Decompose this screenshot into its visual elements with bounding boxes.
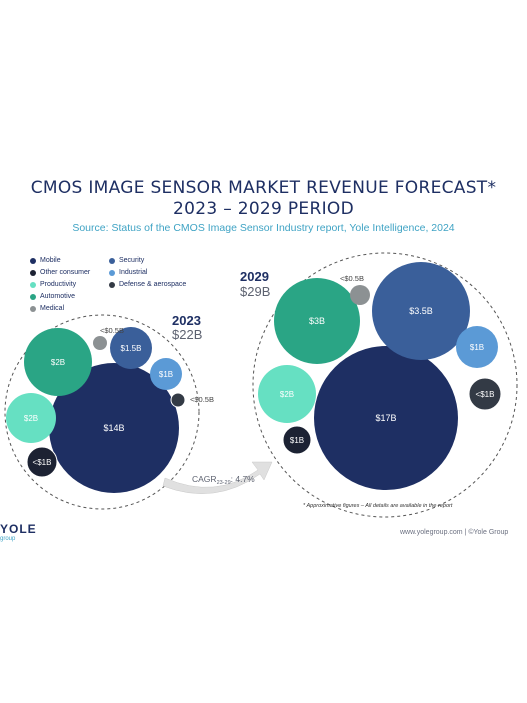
year-label-2023: 2023	[172, 313, 201, 328]
yole-logo-subtitle: group	[0, 536, 16, 542]
bubble-label: $2B	[280, 390, 294, 399]
legend-label: Other consumer	[40, 269, 91, 276]
bubble-label: <$0.5B	[190, 395, 214, 404]
bubble-label: <$0.5B	[340, 274, 364, 283]
legend-item-medical: Medical	[30, 305, 64, 312]
group-boundary-2029	[252, 252, 518, 518]
cagr-label-sub: 23-29	[217, 480, 231, 486]
bubble-label: $3.5B	[409, 306, 433, 316]
bubble-group-2029: $17B $3.5B $3B $2B $1B $1B <$1B	[258, 262, 502, 490]
legend-swatch	[109, 269, 115, 276]
bubble-label: <$1B	[33, 458, 52, 467]
legend-swatch	[30, 257, 36, 264]
footer-url: www.yolegroup.com | ©Yole Group	[400, 529, 509, 536]
bubble-2023-other-consumer	[26, 446, 58, 478]
legend-swatch	[30, 269, 36, 276]
chart-title: CMOS IMAGE SENSOR MARKET REVENUE FORECAS…	[30, 178, 497, 198]
bubble-label: $2B	[24, 414, 38, 423]
yole-logo: YOLE	[0, 522, 37, 536]
bubble-2029-other-consumer	[282, 425, 312, 455]
bubble-2029-productivity	[258, 365, 316, 423]
legend-swatch	[109, 281, 115, 288]
bubble-label: $2B	[51, 358, 65, 367]
bubble-2023-security	[110, 327, 152, 369]
footnote: * Approximative figures – All details ar…	[303, 503, 453, 509]
chart-subtitle: Source: Status of the CMOS Image Sensor …	[72, 222, 455, 234]
legend-item-productivity: Productivity	[30, 281, 76, 288]
chart-title-period: 2023 – 2029 PERIOD	[173, 199, 354, 219]
legend-swatch	[30, 305, 36, 312]
bubble-2029-industrial	[456, 326, 498, 368]
cagr-arrow	[162, 461, 273, 494]
bubble-2023-industrial	[150, 358, 182, 390]
bubble-2029-mobile	[314, 346, 458, 490]
legend-label: Security	[119, 257, 145, 264]
bubble-group-2023: $14B $2B $2B $1.5B $1B <$1B	[6, 327, 186, 493]
legend-item-security: Security	[109, 257, 144, 264]
bubble-2029-medical	[350, 285, 370, 305]
bubble-2029-defense-aerospace	[468, 377, 502, 411]
cagr-label-prefix: CAGR	[192, 474, 217, 484]
total-label-2023: $22B	[172, 327, 203, 342]
legend-label: Mobile	[40, 257, 61, 264]
bubble-2029-automotive	[274, 278, 360, 364]
bubble-label: $14B	[103, 423, 124, 433]
bubble-2023-medical	[93, 336, 107, 350]
bubble-label: $3B	[309, 316, 325, 326]
outside-label-group: <$0.5B <$0.5B <$0.5B	[100, 274, 364, 404]
bubble-label: <$1B	[476, 390, 495, 399]
year-label-2029: 2029	[240, 269, 269, 284]
bubble-label: <$0.5B	[100, 326, 124, 335]
bubble-label: $1B	[290, 436, 304, 445]
legend-item-industrial: Industrial	[109, 269, 147, 276]
bubble-label: $17B	[375, 413, 396, 423]
cagr-value: : 4.7%	[231, 474, 256, 484]
bubble-label: $1.5B	[121, 344, 142, 353]
legend-item-automotive: Automotive	[30, 293, 75, 300]
bubble-2029-security	[372, 262, 470, 360]
total-label-2029: $29B	[240, 284, 271, 299]
legend-item-defense-aerospace: Defense & aerospace	[109, 281, 186, 288]
legend-swatch	[30, 293, 36, 300]
legend-label: Productivity	[40, 281, 77, 288]
bubble-label: $1B	[470, 343, 484, 352]
legend-swatch	[30, 281, 36, 288]
legend-item-mobile: Mobile	[30, 257, 61, 264]
legend-item-other-consumer: Other consumer	[30, 269, 90, 276]
legend-label: Medical	[40, 305, 65, 312]
bubble-2023-mobile	[49, 363, 179, 493]
legend-label: Automotive	[40, 293, 76, 300]
legend-label: Defense & aerospace	[119, 281, 187, 288]
cagr-label: CAGR23-29: 4.7%	[192, 474, 255, 486]
group-boundary-2023	[4, 314, 200, 510]
bubble-label: $1B	[159, 370, 173, 379]
bubble-2023-productivity	[6, 393, 56, 443]
legend-swatch	[109, 257, 115, 264]
legend-label: Industrial	[119, 269, 148, 276]
bubble-2023-automotive	[24, 328, 92, 396]
bubble-2023-defense-aerospace	[170, 392, 186, 408]
